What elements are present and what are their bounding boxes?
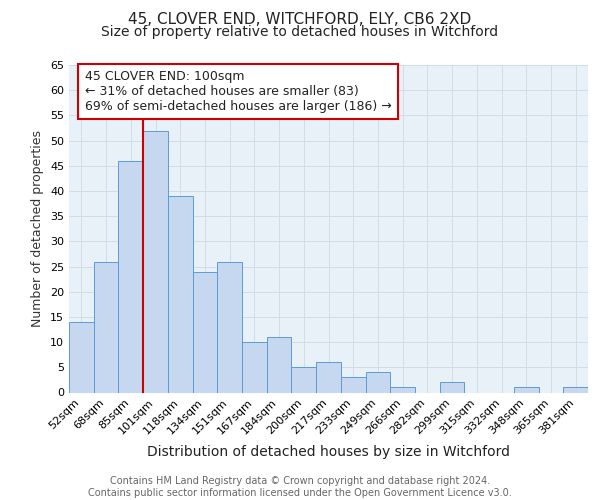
- Bar: [94, 262, 118, 392]
- Bar: [168, 196, 193, 392]
- Text: Size of property relative to detached houses in Witchford: Size of property relative to detached ho…: [101, 25, 499, 39]
- Text: 45 CLOVER END: 100sqm
← 31% of detached houses are smaller (83)
69% of semi-deta: 45 CLOVER END: 100sqm ← 31% of detached …: [85, 70, 391, 113]
- Bar: [514, 388, 539, 392]
- Bar: [267, 337, 292, 392]
- Bar: [365, 372, 390, 392]
- Bar: [316, 362, 341, 392]
- Bar: [440, 382, 464, 392]
- Bar: [69, 322, 94, 392]
- Bar: [143, 130, 168, 392]
- Text: 45, CLOVER END, WITCHFORD, ELY, CB6 2XD: 45, CLOVER END, WITCHFORD, ELY, CB6 2XD: [128, 12, 472, 28]
- Y-axis label: Number of detached properties: Number of detached properties: [31, 130, 44, 327]
- Text: Contains HM Land Registry data © Crown copyright and database right 2024.
Contai: Contains HM Land Registry data © Crown c…: [88, 476, 512, 498]
- Bar: [341, 378, 365, 392]
- Bar: [242, 342, 267, 392]
- Bar: [563, 388, 588, 392]
- Bar: [390, 388, 415, 392]
- Bar: [193, 272, 217, 392]
- Bar: [217, 262, 242, 392]
- Bar: [292, 368, 316, 392]
- Bar: [118, 160, 143, 392]
- X-axis label: Distribution of detached houses by size in Witchford: Distribution of detached houses by size …: [147, 444, 510, 458]
